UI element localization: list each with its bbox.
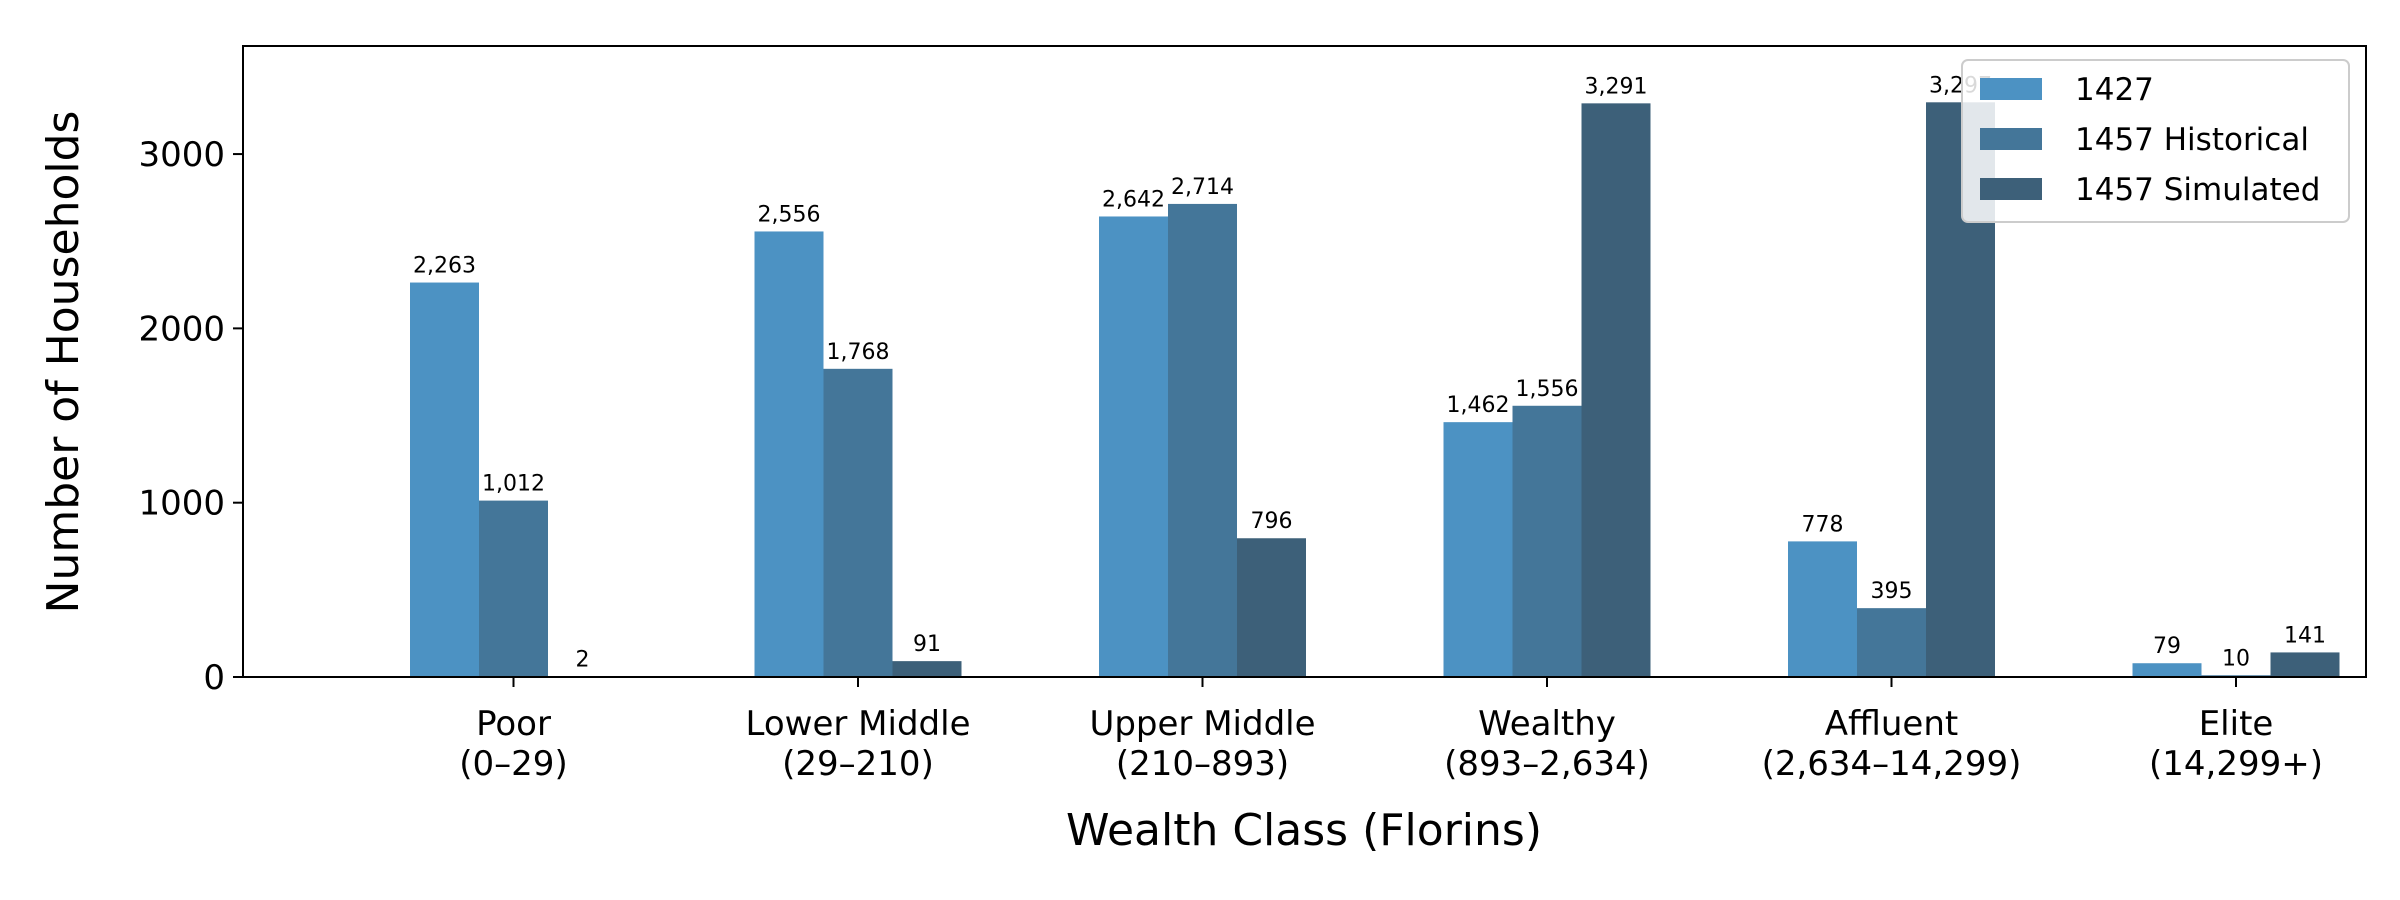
bar-value-label: 395 (1871, 579, 1913, 604)
bar (2132, 663, 2202, 677)
bar-value-label: 2 (576, 648, 590, 673)
bar-value-label: 778 (1802, 512, 1844, 537)
x-tick-label: (2,634–14,299) (1762, 744, 2022, 784)
x-axis-title: Wealth Class (Florins) (1066, 805, 1542, 856)
bar-value-label: 3,291 (1585, 74, 1648, 99)
y-axis-title: Number of Households (38, 111, 89, 614)
x-tick-label: Affluent (1825, 704, 1958, 744)
x-tick-label: (29–210) (782, 744, 934, 784)
bar (1099, 216, 1168, 677)
bar-value-label: 1,462 (1447, 393, 1510, 418)
bar-value-label: 2,714 (1171, 175, 1234, 200)
x-tick-label: (893–2,634) (1444, 744, 1650, 784)
bar (1512, 405, 1582, 677)
bar (2270, 652, 2340, 677)
legend-label: 1427 (2075, 72, 2154, 108)
bar-value-label: 1,556 (1516, 377, 1579, 402)
x-tick-label: Elite (2199, 704, 2274, 744)
bar-value-label: 10 (2222, 646, 2250, 671)
bar-value-label: 2,263 (413, 254, 476, 279)
y-tick-label: 1000 (138, 484, 225, 524)
bar (1857, 608, 1926, 677)
y-tick-label: 0 (203, 658, 225, 698)
bar (410, 282, 479, 677)
bar (479, 500, 548, 677)
plot-frame (242, 45, 2367, 678)
legend: 1427 1457 Historical 1457 Simulated (1961, 59, 2350, 223)
bar (1237, 538, 1306, 677)
bar-value-label: 79 (2153, 634, 2181, 659)
y-axis: 0 1000 2000 3000 (138, 135, 243, 698)
bar-value-label: 2,556 (758, 202, 821, 227)
legend-swatch (1980, 178, 2042, 200)
legend-swatch (1980, 128, 2042, 150)
bar-value-label: 2,642 (1102, 187, 1165, 212)
bar-value-label: 1,012 (482, 472, 545, 497)
y-tick-label: 3000 (138, 135, 225, 175)
legend-swatch (1980, 78, 2042, 100)
bar (1581, 103, 1651, 678)
legend-label: 1457 Historical (2075, 122, 2309, 158)
x-tick-label: Lower Middle (746, 704, 971, 744)
x-tick-label: (14,299+) (2149, 744, 2323, 784)
legend-label: 1457 Simulated (2075, 172, 2320, 208)
bar-value-label: 141 (2284, 623, 2326, 648)
x-tick-label: Upper Middle (1089, 704, 1315, 744)
bar-value-label: 1,768 (827, 340, 890, 365)
x-tick-label: Wealthy (1478, 704, 1616, 744)
x-tick-label: (0–29) (459, 744, 567, 784)
x-tick-label: (210–893) (1116, 744, 1289, 784)
y-tick-label: 2000 (138, 309, 225, 349)
bar (1168, 203, 1237, 677)
bar (754, 231, 824, 677)
bars-layer (410, 102, 2340, 678)
bar (1443, 422, 1513, 677)
bar-value-label: 91 (913, 632, 941, 657)
bar (892, 661, 962, 677)
bar (823, 368, 893, 677)
bar (1788, 541, 1857, 677)
x-tick-label: Poor (476, 704, 551, 744)
legend-box (1961, 59, 2350, 223)
x-axis: Poor(0–29) Lower Middle(29–210) Upper Midd… (459, 677, 2323, 784)
bar-value-label: 796 (1251, 509, 1293, 534)
